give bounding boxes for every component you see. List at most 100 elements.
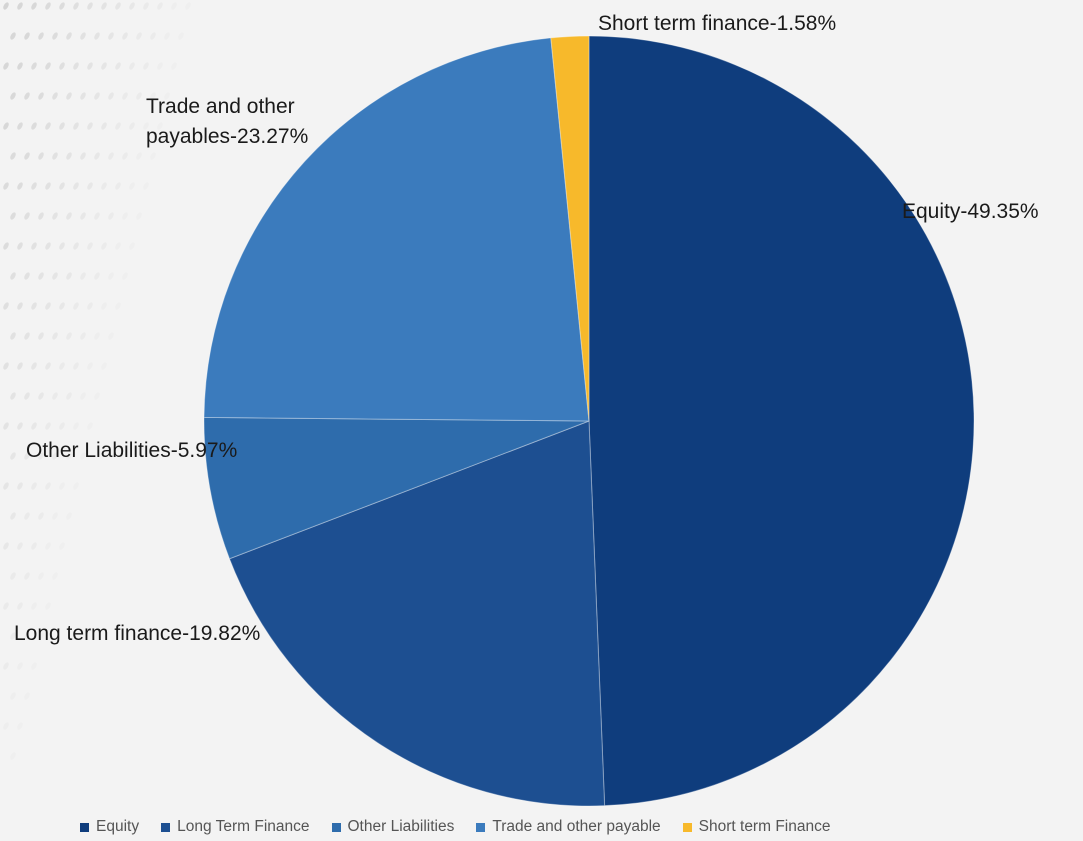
background-dot: [80, 272, 86, 280]
background-dot: [150, 32, 156, 40]
background-dot: [101, 62, 107, 70]
background-dot: [17, 362, 23, 370]
background-dot: [66, 272, 72, 280]
background-dot: [10, 572, 16, 580]
background-dot: [52, 272, 58, 280]
background-dot: [45, 362, 51, 370]
legend-item-trade-payable: Trade and other payable: [476, 818, 661, 836]
legend-label-equity: Equity: [96, 818, 140, 835]
background-dot: [171, 2, 177, 10]
background-dot: [94, 92, 100, 100]
background-dot: [10, 452, 16, 460]
background-dot: [73, 362, 79, 370]
background-dot: [108, 332, 114, 340]
background-dot: [10, 632, 16, 640]
background-dot: [3, 542, 9, 550]
background-dot: [94, 332, 100, 340]
background-dot: [73, 122, 79, 130]
background-dot: [129, 182, 135, 190]
background-dot: [136, 32, 142, 40]
background-dot: [115, 122, 121, 130]
background-dot: [45, 242, 51, 250]
background-dot: [80, 452, 86, 460]
background-dot: [38, 392, 44, 400]
legend-label-trade-payable: Trade and other payable: [492, 818, 661, 835]
background-dot: [73, 62, 79, 70]
background-dot: [38, 332, 44, 340]
background-dot: [94, 392, 100, 400]
background-dot: [38, 212, 44, 220]
background-dot: [87, 422, 93, 430]
background-dot: [10, 32, 16, 40]
background-dot: [80, 92, 86, 100]
background-dot: [10, 152, 16, 160]
background-dot: [143, 182, 149, 190]
background-dot: [66, 32, 72, 40]
background-dot: [157, 2, 163, 10]
background-dot: [136, 212, 142, 220]
background-dot: [3, 362, 9, 370]
background-dot: [10, 332, 16, 340]
background-dot: [143, 122, 149, 130]
background-dot: [17, 722, 23, 730]
background-dot: [38, 272, 44, 280]
background-dot: [45, 542, 51, 550]
background-dot: [17, 2, 23, 10]
background-dot: [52, 92, 58, 100]
background-dot: [10, 212, 16, 220]
background-dot: [66, 512, 72, 520]
background-dot: [3, 62, 9, 70]
background-dot: [59, 122, 65, 130]
background-dot: [129, 242, 135, 250]
background-dot: [73, 182, 79, 190]
background-dot: [66, 152, 72, 160]
background-dot: [52, 32, 58, 40]
background-dot: [136, 92, 142, 100]
background-dot: [122, 152, 128, 160]
background-dot: [52, 512, 58, 520]
background-dot: [80, 32, 86, 40]
background-dot: [3, 482, 9, 490]
background-dot: [3, 182, 9, 190]
background-dot: [87, 62, 93, 70]
background-dot: [24, 392, 30, 400]
background-dot: [52, 152, 58, 160]
background-dot: [94, 272, 100, 280]
background-dot: [45, 2, 51, 10]
background-dot: [73, 242, 79, 250]
background-dot: [52, 392, 58, 400]
background-dot: [59, 62, 65, 70]
background-dot: [157, 62, 163, 70]
background-dot: [171, 62, 177, 70]
background-dot: [3, 422, 9, 430]
background-dot: [150, 152, 156, 160]
background-dot: [101, 2, 107, 10]
background-dot: [24, 632, 30, 640]
background-dot: [17, 302, 23, 310]
background-dot: [38, 632, 44, 640]
background-dot: [52, 212, 58, 220]
background-dot: [59, 422, 65, 430]
background-dot: [3, 722, 9, 730]
background-dot: [80, 212, 86, 220]
background-dot: [24, 692, 30, 700]
background-dot: [101, 122, 107, 130]
background-dot: [66, 212, 72, 220]
legend-swatch-other-liabilities: [331, 822, 341, 832]
background-dot: [87, 242, 93, 250]
background-dot: [24, 212, 30, 220]
background-dot: [136, 152, 142, 160]
background-dot: [66, 332, 72, 340]
background-dot: [101, 242, 107, 250]
legend-item-equity: Equity: [80, 818, 139, 836]
background-dot: [94, 152, 100, 160]
background-dot: [24, 272, 30, 280]
background-dot: [59, 302, 65, 310]
background-dot: [3, 2, 9, 10]
background-dot: [38, 572, 44, 580]
background-dot: [178, 32, 184, 40]
background-dot: [31, 62, 37, 70]
legend-label-long-term-finance: Long Term Finance: [177, 818, 310, 835]
background-dot: [94, 32, 100, 40]
background-dot: [10, 752, 16, 760]
